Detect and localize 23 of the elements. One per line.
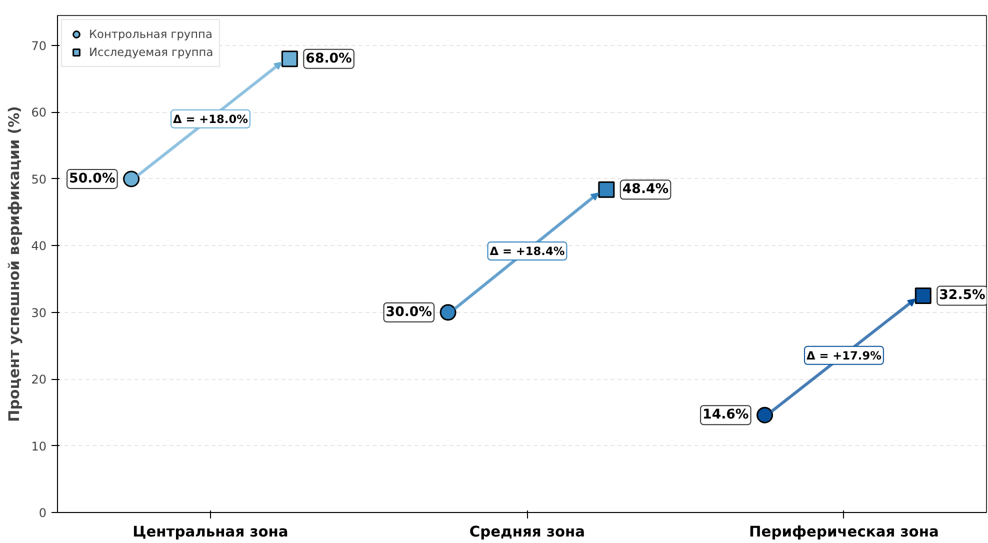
data-label: 32.5% [939, 288, 986, 304]
legend-label: Исследуемая группа [89, 45, 214, 59]
annotation: Δ = +17.9% [806, 348, 882, 362]
y-tick-label: 0 [38, 506, 47, 520]
annotation: Δ = +18.0% [173, 112, 248, 126]
y-tick-label: 70 [31, 39, 47, 54]
y-tick-label: 30 [31, 306, 47, 320]
data-label: 48.4% [622, 182, 669, 198]
y-tick-label: 60 [31, 106, 47, 120]
x-tick-label: Центральная зона [132, 524, 288, 540]
y-tick-label: 20 [31, 372, 47, 387]
y-tick-label: 50 [31, 172, 47, 186]
legend-label: Контрольная группа [89, 27, 212, 41]
y-tick-label: 10 [31, 439, 47, 454]
annotation: Δ = +18.4% [490, 244, 565, 258]
data-label: 14.6% [702, 408, 749, 423]
data-label: 68.0% [306, 51, 352, 66]
x-tick-label: Средняя зона [469, 524, 586, 540]
x-tick-label: Периферическая зона [749, 524, 939, 540]
data-label: 30.0% [386, 304, 432, 320]
y-axis-title: Процент успешной верификации (%) [6, 106, 24, 422]
y-tick-label: 40 [31, 239, 47, 254]
data-label: 50.0% [69, 171, 116, 186]
